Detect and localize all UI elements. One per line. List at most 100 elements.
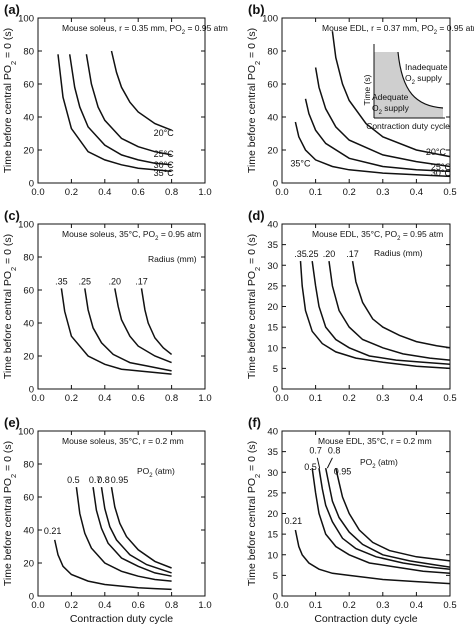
y-tick-label: 30 bbox=[267, 261, 278, 272]
y-tick-label: 80 bbox=[23, 47, 34, 58]
panel-title: Mouse EDL, 35°C, PO2 = 0.95 atm bbox=[312, 229, 443, 242]
series-label: 35°C bbox=[154, 168, 175, 178]
x-tick-label: 0.6 bbox=[132, 393, 145, 404]
y-tick-label: 20 bbox=[267, 509, 278, 520]
plot-frame bbox=[37, 17, 206, 184]
adequate-label-2-part: O bbox=[372, 103, 379, 113]
y-tick-label: 40 bbox=[267, 113, 278, 124]
series-line bbox=[114, 288, 172, 364]
y-tick-label: 20 bbox=[23, 146, 34, 157]
x-tick-label: 0.6 bbox=[132, 187, 145, 198]
y-tick-label: 0 bbox=[273, 592, 278, 603]
y-tick-label: 25 bbox=[267, 281, 278, 292]
y-axis-label-part: = 0 (s) bbox=[246, 28, 258, 61]
series-line bbox=[351, 260, 451, 349]
x-tick-label: 0.3 bbox=[376, 600, 389, 611]
chart-panel: (d) 0.0 0.1 0.2 0.3 0.4 0.5 0 5 10 15 20 25 30 35 40 Tim… bbox=[246, 208, 457, 404]
y-axis-label-part: = 0 (s) bbox=[2, 441, 14, 474]
legend-title-part: (atm) bbox=[376, 457, 398, 467]
series-line bbox=[294, 529, 451, 585]
legend-title: Radius (mm) bbox=[148, 254, 197, 264]
panel-title-part: = 0.95 atm bbox=[400, 229, 443, 239]
panel-title-part: Mouse EDL, r = 0.37 mm, PO bbox=[322, 23, 434, 33]
y-tick-label: 20 bbox=[267, 146, 278, 157]
legend-title-part: 2 bbox=[372, 464, 375, 470]
y-tick-label: 0 bbox=[273, 385, 278, 396]
y-axis-label: Time before central PO2 = 0 (s) bbox=[2, 441, 18, 586]
y-tick-label: 0 bbox=[29, 385, 34, 396]
series-label: 30°C bbox=[431, 168, 452, 178]
series-label: 20°C bbox=[154, 128, 175, 138]
y-axis-label: Time before central PO2 = 0 (s) bbox=[246, 234, 262, 379]
x-axis-label: Contraction duty cycle bbox=[70, 613, 173, 625]
x-tick-label: 0.1 bbox=[309, 600, 322, 611]
x-tick-label: 0.2 bbox=[343, 600, 356, 611]
label-pointer bbox=[326, 457, 333, 469]
chart-panel: (f) 0.0 0.1 0.2 0.3 0.4 0.5 0 5 10 15 20 25 30 35 40 Tim… bbox=[246, 415, 457, 625]
series-line bbox=[85, 54, 172, 156]
y-tick-label: 40 bbox=[23, 526, 34, 537]
y-axis-label: Time before central PO2 = 0 (s) bbox=[246, 28, 262, 173]
panel-label: (e) bbox=[4, 415, 20, 430]
y-axis-label-part: Time before central PO bbox=[246, 478, 258, 586]
y-tick-label: 15 bbox=[267, 530, 278, 541]
legend-title: PO2 (atm) bbox=[137, 466, 175, 479]
legend-title-part: PO bbox=[360, 457, 373, 467]
panel-title-part: 2 bbox=[397, 236, 400, 242]
x-tick-label: 0.6 bbox=[132, 600, 145, 611]
series-label: 0.7 bbox=[309, 446, 322, 456]
y-axis-label-part: 2 bbox=[253, 474, 262, 478]
series-label: 25°C bbox=[431, 162, 452, 172]
inadequate-label: Inadequate bbox=[405, 62, 448, 72]
series-label: .17 bbox=[135, 276, 148, 286]
series-label: 0.8 bbox=[328, 446, 341, 456]
x-tick-label: 1.0 bbox=[198, 393, 211, 404]
y-tick-label: 25 bbox=[267, 488, 278, 499]
panel-title: Mouse soleus, 35°C, PO2 = 0.95 atm bbox=[62, 229, 201, 242]
panel-title: Mouse soleus, r = 0.35 mm, PO2 = 0.95 at… bbox=[62, 23, 228, 36]
panel-title-part: = 0.95 atm bbox=[158, 229, 201, 239]
y-axis-label: Time before central PO2 = 0 (s) bbox=[2, 234, 18, 379]
y-axis-label-part: = 0 (s) bbox=[246, 441, 258, 474]
x-tick-label: 0.5 bbox=[443, 600, 456, 611]
x-tick-label: 1.0 bbox=[198, 187, 211, 198]
inset-diagram: Time (s) Contraction duty cycle Inadequate… bbox=[362, 44, 450, 131]
y-axis-label-part: 2 bbox=[253, 267, 262, 271]
series-label: .25 bbox=[79, 276, 92, 286]
x-tick-label: 0.8 bbox=[165, 600, 178, 611]
y-tick-label: 20 bbox=[23, 559, 34, 570]
y-axis-label-part: = 0 (s) bbox=[2, 234, 14, 267]
y-tick-label: 20 bbox=[267, 302, 278, 313]
series-label: 35°C bbox=[290, 159, 311, 169]
y-tick-label: 60 bbox=[23, 493, 34, 504]
x-tick-label: 0.5 bbox=[443, 187, 456, 198]
legend-title-part: (atm) bbox=[153, 466, 175, 476]
series-line bbox=[60, 288, 172, 375]
series-line bbox=[110, 486, 172, 569]
series-line bbox=[328, 260, 451, 361]
series-line bbox=[318, 467, 451, 570]
x-tick-label: 0.4 bbox=[410, 393, 423, 404]
y-tick-label: 0 bbox=[29, 179, 34, 190]
series-label: 0.95 bbox=[334, 466, 352, 476]
series-label: 0.5 bbox=[67, 475, 80, 485]
inadequate-label-2-part: O bbox=[405, 73, 412, 83]
series-label: 30°C bbox=[154, 160, 175, 170]
y-axis-label-part: 2 bbox=[9, 61, 18, 65]
x-tick-label: 0.4 bbox=[410, 600, 423, 611]
y-tick-label: 80 bbox=[267, 47, 278, 58]
y-tick-label: 10 bbox=[267, 550, 278, 561]
x-tick-label: 0.0 bbox=[31, 600, 44, 611]
panel-label: (c) bbox=[4, 208, 20, 223]
x-tick-label: 0.2 bbox=[65, 187, 78, 198]
panel-title: Mouse EDL, 35°C, r = 0.2 mm bbox=[318, 436, 432, 446]
series-line bbox=[75, 487, 172, 582]
y-axis-label-part: Time before central PO bbox=[246, 65, 258, 173]
y-axis-label-part: Time before central PO bbox=[2, 478, 14, 586]
series-label: .35 bbox=[294, 249, 307, 259]
series-label: .35 bbox=[55, 276, 68, 286]
series-label: .17 bbox=[346, 249, 359, 259]
y-tick-label: 0 bbox=[29, 592, 34, 603]
y-tick-label: 30 bbox=[267, 468, 278, 479]
